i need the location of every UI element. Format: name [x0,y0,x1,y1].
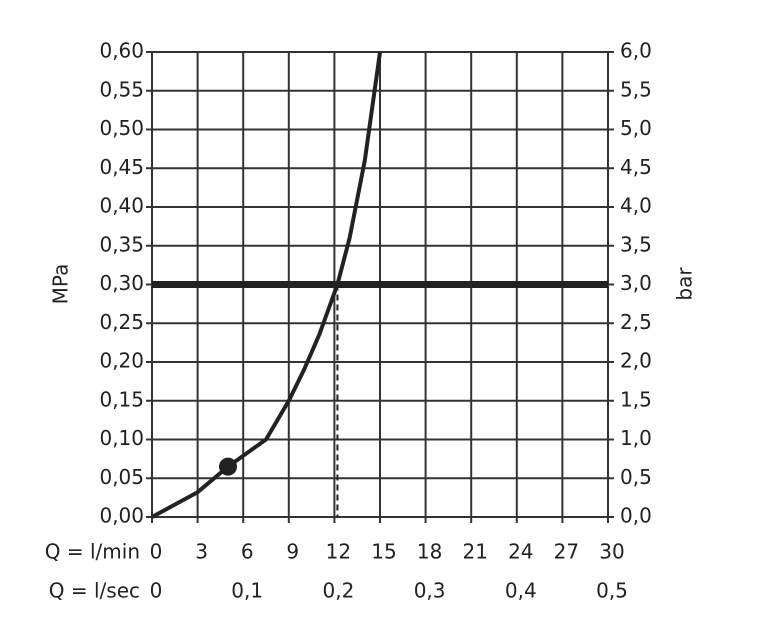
y-tick-label: 0,40 [99,194,144,218]
y2-tick-label: 2,5 [620,310,652,334]
y2-tick-label: 5,0 [620,116,652,140]
y-tick-label: 0,20 [99,349,144,373]
y2-tick-label: 0,5 [620,465,652,489]
x2-tick-label: 0,3 [414,579,446,603]
x-tick-label: 30 [599,540,624,564]
x-tick-label: 18 [417,540,442,564]
y-tick-label: 0,55 [99,77,144,101]
x2-axis-label: Q = l/sec [49,579,140,603]
y-tick-label: 0,50 [99,116,144,140]
y-tick-label: 0,05 [99,465,144,489]
y2-tick-label: 6,0 [620,39,652,63]
y2-tick-label: 2,0 [620,349,652,373]
y2-tick-label: 4,5 [620,155,652,179]
x-tick-label: 21 [462,540,487,564]
y-axis-label: MPa [49,264,73,305]
x-tick-label: 6 [241,540,254,564]
y-tick-label: 0,35 [99,232,144,256]
y-tick-label: 0,25 [99,310,144,334]
x-tick-label: 0 [150,540,163,564]
x-tick-label: 27 [554,540,579,564]
marker-point [219,457,237,476]
y2-tick-label: 3,5 [620,232,652,256]
y2-tick-label: 1,0 [620,426,652,450]
x-tick-label: 12 [326,540,351,564]
y-tick-label: 0,10 [99,426,144,450]
x-tick-label: 24 [508,540,533,564]
x2-tick-label: 0,5 [596,579,628,603]
curve [151,51,382,519]
x-tick-label: 9 [286,540,299,564]
x-tick-label: 15 [371,540,396,564]
y2-tick-label: 1,5 [620,387,652,411]
y-tick-label: 0,15 [99,387,144,411]
x-axis-label: Q = l/min [45,540,140,564]
y2-tick-label: 0,0 [620,504,652,528]
y2-axis-label: bar [673,267,697,301]
y2-tick-label: 4,0 [620,194,652,218]
x2-tick-label: 0,4 [505,579,537,603]
y-tick-label: 0,60 [99,39,144,63]
y2-tick-label: 3,0 [620,271,652,295]
y-tick-label: 0,00 [99,504,144,528]
y-tick-label: 0,45 [99,155,144,179]
y2-tick-label: 5,5 [620,77,652,101]
x2-tick-label: 0 [150,579,163,603]
x2-tick-label: 0,2 [322,579,354,603]
x2-tick-label: 0,1 [231,579,263,603]
y-tick-label: 0,30 [99,271,144,295]
x-tick-label: 3 [195,540,208,564]
